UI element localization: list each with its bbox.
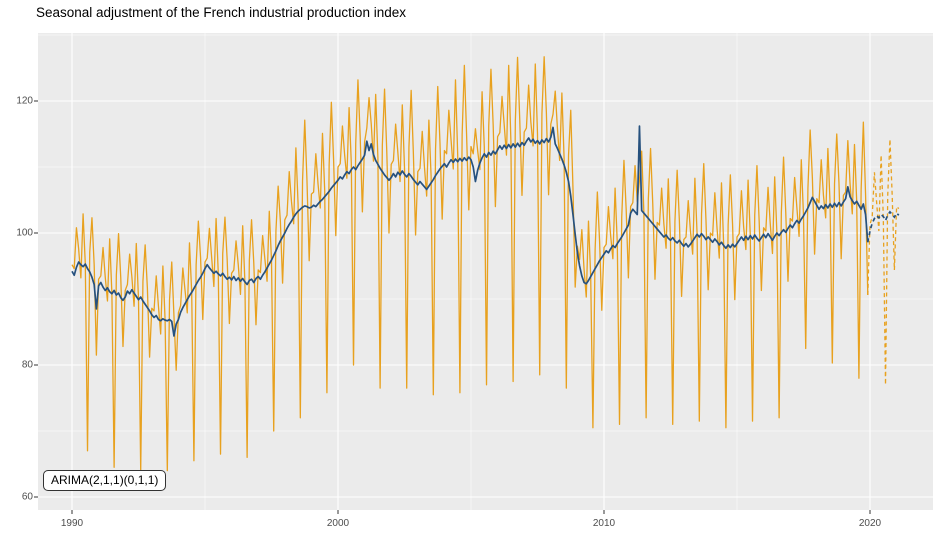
y-tick-label: 80 [21, 359, 33, 371]
raw-series-line [71, 56, 869, 472]
arima-model-label: ARIMA(2,1,1)(0,1,1) [43, 470, 167, 491]
y-tick-label: 60 [21, 491, 33, 503]
chart-title: Seasonal adjustment of the French indust… [36, 5, 406, 20]
x-tick-label: 2020 [858, 518, 882, 529]
seasonally-adjusted-forecast-line [866, 210, 900, 243]
y-tick-label: 120 [16, 95, 33, 107]
x-tick-label: 1990 [60, 518, 84, 529]
x-tick-label: 2010 [592, 518, 616, 529]
seasonally-adjusted-line [71, 125, 869, 337]
y-tick-label: 100 [16, 227, 33, 239]
x-tick-label: 2000 [326, 518, 350, 529]
